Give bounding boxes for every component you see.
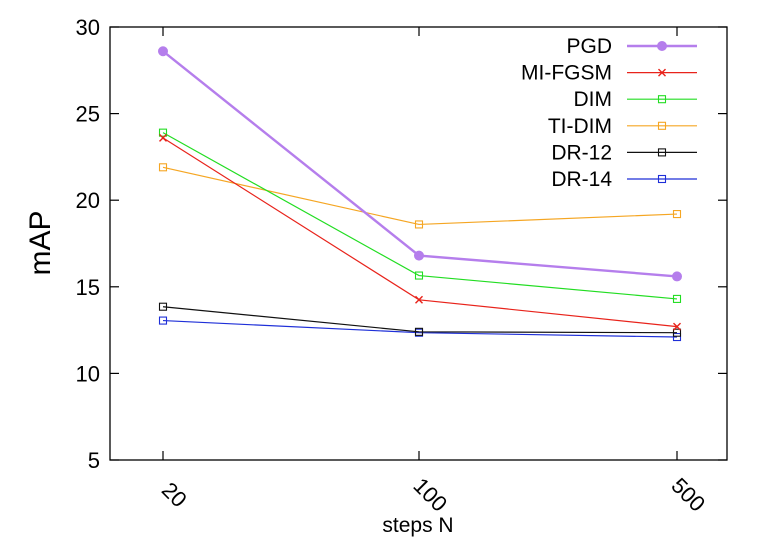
series-line bbox=[162, 319, 678, 338]
series-mi-fgsm bbox=[159, 133, 681, 331]
data-point-marker bbox=[673, 322, 681, 331]
legend-item: DIM bbox=[574, 88, 697, 111]
y-tick-label: 10 bbox=[76, 361, 100, 386]
series-dim bbox=[158, 128, 682, 303]
y-tick-label: 15 bbox=[76, 275, 100, 300]
series-line bbox=[162, 166, 678, 226]
y-tick-label: 5 bbox=[88, 448, 100, 473]
data-point-marker bbox=[158, 302, 168, 311]
data-point-marker bbox=[158, 46, 168, 57]
series-layer bbox=[158, 46, 682, 342]
data-point-marker bbox=[657, 174, 667, 184]
series-line bbox=[162, 306, 678, 334]
y-tick-label: 20 bbox=[76, 188, 100, 213]
data-point-marker bbox=[158, 163, 168, 172]
legend-item: MI-FGSM bbox=[521, 62, 697, 85]
data-point-marker bbox=[672, 328, 682, 337]
data-point-marker bbox=[672, 210, 682, 219]
x-tick-label: 100 bbox=[408, 473, 452, 517]
y-axis-title: mAP bbox=[24, 210, 57, 275]
legend-label: PGD bbox=[566, 35, 612, 58]
legend-label: DR-12 bbox=[551, 141, 612, 164]
legend-item: DR-12 bbox=[551, 141, 697, 164]
series-dr-12 bbox=[158, 302, 682, 337]
data-point-marker bbox=[657, 148, 667, 157]
plot-frame bbox=[109, 26, 728, 461]
data-point-marker bbox=[657, 95, 667, 104]
data-point-marker bbox=[414, 271, 424, 280]
data-point-marker bbox=[658, 68, 666, 77]
series-ti-dim bbox=[158, 163, 682, 229]
data-point-marker bbox=[657, 41, 667, 51]
legend-item: TI-DIM bbox=[548, 115, 697, 138]
data-point-marker bbox=[414, 327, 424, 336]
x-tick-label: 20 bbox=[157, 477, 192, 512]
legend-item: PGD bbox=[566, 35, 697, 58]
data-point-marker bbox=[414, 250, 424, 261]
x-tick-label: 500 bbox=[666, 473, 710, 517]
legend-label: DR-14 bbox=[551, 168, 612, 191]
data-point-marker bbox=[672, 332, 682, 342]
legend-label: MI-FGSM bbox=[521, 62, 612, 85]
data-point-marker bbox=[158, 316, 168, 325]
y-tick-label: 30 bbox=[76, 15, 100, 40]
data-point-marker bbox=[657, 121, 667, 130]
y-tick-label: 25 bbox=[76, 102, 100, 127]
legend-label: TI-DIM bbox=[548, 115, 612, 138]
data-point-marker bbox=[672, 271, 682, 282]
series-pgd bbox=[158, 46, 682, 282]
legend-label: DIM bbox=[574, 88, 613, 111]
x-axis-title: steps N bbox=[382, 514, 453, 537]
legend: PGD MI-FGSM DIM TI-DIM DR-12 DR-14 bbox=[521, 35, 697, 191]
data-point-marker bbox=[158, 128, 168, 137]
data-point-marker bbox=[414, 220, 424, 229]
data-point-marker bbox=[415, 295, 423, 304]
series-line bbox=[162, 132, 678, 300]
data-point-marker bbox=[672, 294, 682, 303]
y-axis-ticks: 5 10 15 20 25 30 bbox=[76, 15, 727, 473]
legend-item: DR-14 bbox=[551, 168, 697, 191]
data-point-marker bbox=[159, 133, 167, 142]
